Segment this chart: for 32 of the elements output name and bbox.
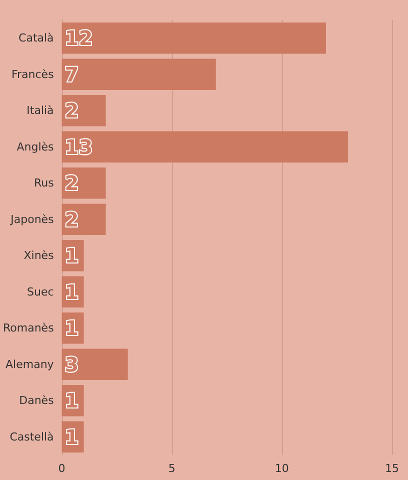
y-tick-label: Danès	[19, 394, 54, 408]
x-tick-label: 0	[58, 462, 66, 475]
data-label: 2	[64, 98, 79, 123]
data-label: 2	[64, 207, 79, 232]
data-label: 1	[64, 244, 79, 268]
y-tick-label: Xinès	[24, 249, 54, 262]
bar	[62, 131, 348, 162]
y-tick-label: Italià	[26, 104, 54, 118]
y-tick-label: Romanès	[2, 322, 54, 335]
y-tick-label: Alemany	[6, 358, 54, 371]
data-label: 3	[64, 352, 79, 376]
bar	[62, 58, 216, 90]
y-tick-label: Suec	[27, 285, 54, 298]
bar	[62, 22, 326, 54]
data-label: 12	[64, 26, 93, 50]
y-tick-label: Anglès	[16, 140, 54, 154]
y-tick-label: Castellà	[10, 430, 54, 444]
data-label: 1	[64, 316, 79, 340]
data-label: 1	[64, 280, 79, 304]
x-tick-label: 5	[168, 462, 176, 475]
x-tick-label: 10	[274, 462, 289, 475]
y-tick-label: Rus	[34, 176, 54, 190]
bar	[62, 348, 128, 380]
data-label: 7	[64, 62, 79, 86]
data-label: 1	[64, 388, 79, 413]
data-label: 13	[64, 134, 93, 159]
data-label: 2	[64, 171, 79, 196]
x-tick-label: 15	[385, 462, 399, 475]
data-label: 1	[64, 424, 79, 449]
y-tick-label: Francès	[11, 68, 54, 81]
y-tick-label: Català	[18, 32, 54, 45]
y-tick-label: Japonès	[10, 212, 54, 226]
